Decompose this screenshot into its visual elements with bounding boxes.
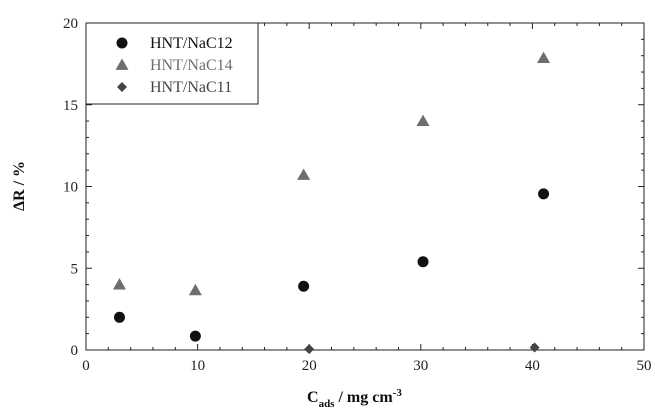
legend: HNT/NaC12 HNT/NaC14 HNT/NaC11 <box>85 22 259 105</box>
x-tick-label: 40 <box>525 358 540 374</box>
y-tick-label: 15 <box>63 98 78 114</box>
x-tick-label: 50 <box>637 358 652 374</box>
data-point-diamond <box>529 342 540 353</box>
x-tick-label: 20 <box>302 358 317 374</box>
data-point-circle <box>189 330 201 342</box>
x-axis-title-rest: / mg cm <box>334 389 393 406</box>
tick-labels: 0 10 20 30 40 50 0 5 10 15 20 <box>63 16 652 374</box>
y-tick-label: 10 <box>63 180 78 196</box>
legend-marker-triangle <box>115 58 129 70</box>
x-axis-title-main: C <box>307 389 319 406</box>
y-tick-label: 20 <box>63 16 78 32</box>
x-axis-title-sup: -3 <box>393 387 403 399</box>
y-tick-label: 0 <box>71 343 79 359</box>
data-point-triangle <box>537 51 551 64</box>
data-point-circle <box>298 280 310 292</box>
legend-marker-diamond <box>117 82 127 92</box>
y-axis-title: ΔR / % <box>11 161 28 211</box>
x-tick-label: 30 <box>413 358 428 374</box>
data-point-triangle <box>297 168 311 180</box>
data-point-circle <box>538 188 550 200</box>
x-axis-title-sub: ads <box>319 398 336 409</box>
data-point-triangle <box>188 283 202 296</box>
data-marks <box>112 51 551 355</box>
data-point-diamond <box>304 344 315 355</box>
data-point-triangle <box>416 114 430 126</box>
legend-label: HNT/NaC11 <box>150 79 232 96</box>
legend-marker-circle <box>116 37 128 49</box>
data-point-circle <box>113 311 125 323</box>
legend-label: HNT/NaC14 <box>150 57 233 74</box>
x-axis-title: Cads / mg cm-3 <box>307 387 402 409</box>
legend-box <box>85 22 259 105</box>
data-point-circle <box>417 256 429 268</box>
data-point-triangle <box>112 278 126 290</box>
y-tick-label: 5 <box>71 261 79 277</box>
legend-label: HNT/NaC12 <box>150 35 233 52</box>
x-tick-label: 0 <box>82 358 90 374</box>
x-tick-label: 10 <box>190 358 205 374</box>
